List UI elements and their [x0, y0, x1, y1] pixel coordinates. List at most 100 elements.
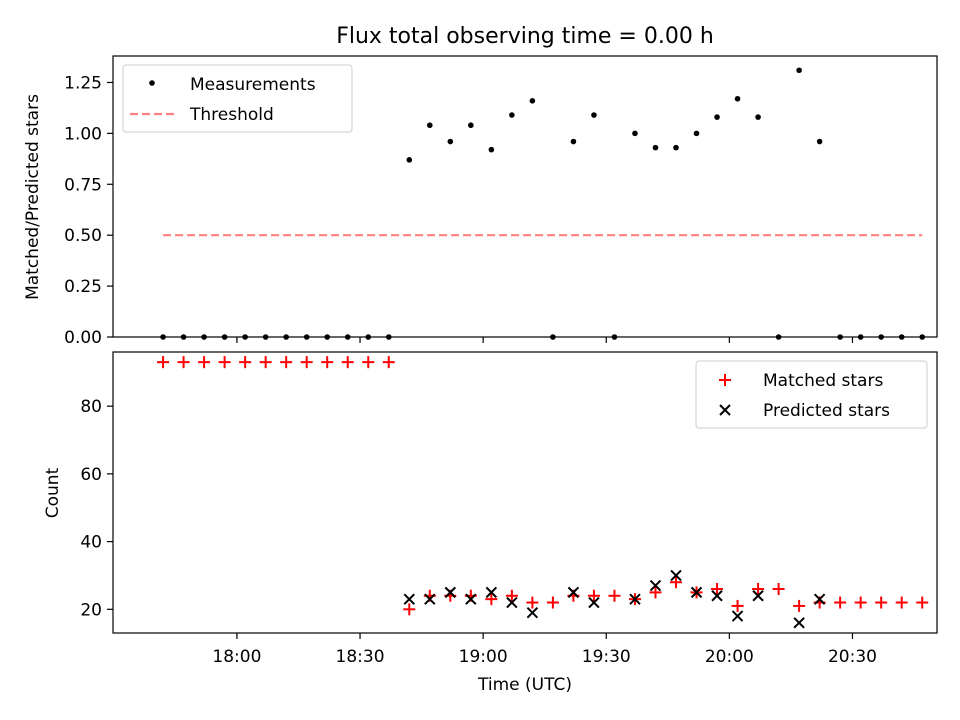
predicted-star-point — [403, 593, 415, 605]
matched-star-point — [793, 599, 806, 612]
measurement-point — [406, 157, 413, 163]
bottom-plot-area — [157, 356, 929, 629]
predicted-star-point — [690, 586, 703, 599]
matched-star-point — [875, 596, 888, 609]
predicted-star-point — [465, 593, 477, 605]
x-tick-label: 20:30 — [828, 647, 877, 667]
x-tick-label: 18:00 — [212, 647, 261, 667]
y-tick-label: 20 — [80, 600, 102, 620]
predicted-legend-marker — [719, 404, 731, 416]
matched-star-point — [608, 589, 621, 602]
matched-star-point — [485, 593, 498, 606]
predicted-star-point — [813, 593, 826, 605]
matched-star-point — [341, 356, 354, 369]
measurements-legend-marker — [149, 80, 155, 86]
top-panel: 0.00 0.25 0.50 0.75 1.00 1.25 Matched/Predict… — [23, 55, 938, 348]
matched-star-point — [239, 356, 252, 369]
matched-star-point — [731, 599, 744, 612]
predicted-star-point — [731, 610, 744, 622]
measurement-point — [570, 138, 577, 145]
y-tick-label: 0.00 — [64, 328, 102, 348]
measurement-point — [426, 122, 433, 129]
x-tick-label: 18:30 — [336, 647, 385, 667]
bottom-axes-frame — [112, 351, 938, 634]
matched-star-point — [382, 356, 395, 369]
y-tick-label: 40 — [80, 533, 102, 553]
matched-star-point — [157, 356, 170, 369]
measurement-point — [796, 67, 802, 74]
predicted-legend-label: Predicted stars — [763, 401, 890, 421]
measurement-point — [529, 97, 536, 104]
measurement-point — [447, 138, 454, 145]
measurement-point — [632, 130, 638, 137]
predicted-star-point — [793, 617, 805, 629]
matched-star-point — [403, 603, 416, 616]
predicted-star-point — [485, 586, 498, 599]
y-tick-label: 60 — [80, 465, 102, 485]
matched-star-point — [916, 596, 929, 609]
predicted-star-point — [567, 586, 580, 599]
bottom-y-ticks: 20 40 60 80 — [80, 397, 113, 620]
matched-star-point — [198, 356, 211, 369]
matched-star-point — [834, 596, 847, 609]
measurement-point — [652, 144, 659, 151]
measurement-point — [468, 122, 474, 129]
chart-title: Flux total observing time = 0.00 h — [336, 24, 714, 49]
x-tick-label: 19:00 — [459, 647, 508, 667]
matched-star-point — [711, 582, 724, 595]
predicted-star-point — [711, 590, 723, 602]
y-tick-label: 0.25 — [64, 277, 102, 297]
x-axis-label: Time (UTC) — [477, 675, 572, 695]
matched-star-point — [895, 596, 908, 609]
predicted-star-point — [629, 593, 641, 605]
matched-star-point — [505, 589, 518, 602]
matched-star-point — [854, 596, 867, 609]
matched-star-point — [526, 596, 539, 609]
top-y-axis-label: Matched/Predicted stars — [23, 94, 43, 300]
matched-star-point — [280, 356, 293, 369]
measurement-point — [693, 130, 700, 137]
matched-star-point — [670, 576, 683, 589]
matched-star-point — [546, 596, 559, 609]
measurement-point — [509, 112, 515, 118]
bottom-y-axis-label: Count — [43, 467, 63, 518]
matched-legend-label: Matched stars — [763, 371, 883, 391]
bottom-legend: Matched stars Predicted stars — [695, 360, 928, 429]
y-tick-label: 0.75 — [64, 175, 102, 195]
top-legend: Measurements Threshold — [122, 64, 353, 133]
top-axes-frame — [112, 55, 938, 338]
matched-star-point — [362, 356, 375, 369]
top-legend-box — [122, 64, 353, 133]
measurement-point — [591, 112, 597, 118]
top-y-ticks: 0.00 0.25 0.50 0.75 1.00 1.25 — [64, 73, 113, 348]
predicted-star-point — [752, 590, 764, 602]
measurement-point — [673, 144, 679, 151]
matched-star-point — [649, 586, 662, 599]
y-tick-label: 80 — [80, 397, 102, 417]
predicted-star-point — [670, 569, 682, 582]
measurement-point — [816, 138, 823, 145]
matched-star-point — [218, 356, 231, 369]
bottom-legend-box — [695, 360, 928, 429]
x-tick-label: 19:30 — [582, 647, 631, 667]
predicted-star-point — [444, 586, 457, 599]
y-tick-label: 1.25 — [64, 73, 102, 93]
predicted-star-point — [649, 579, 662, 592]
predicted-star-point — [588, 596, 600, 609]
y-tick-label: 1.00 — [64, 124, 102, 144]
matched-legend-marker — [719, 374, 731, 386]
matched-star-point — [772, 582, 785, 595]
matched-star-point — [321, 356, 334, 369]
x-tick-label: 20:00 — [705, 647, 754, 667]
matched-star-point — [259, 356, 272, 369]
measurement-point — [714, 114, 720, 120]
x-ticks: 18:00 18:30 19:00 19:30 20:00 20:30 — [212, 337, 877, 667]
predicted-star-point — [526, 606, 539, 619]
threshold-legend-label: Threshold — [189, 105, 274, 125]
matched-star-point — [587, 589, 600, 602]
measurements-legend-label: Measurements — [190, 75, 316, 95]
matched-star-point — [177, 356, 190, 369]
matched-star-point — [752, 582, 765, 595]
